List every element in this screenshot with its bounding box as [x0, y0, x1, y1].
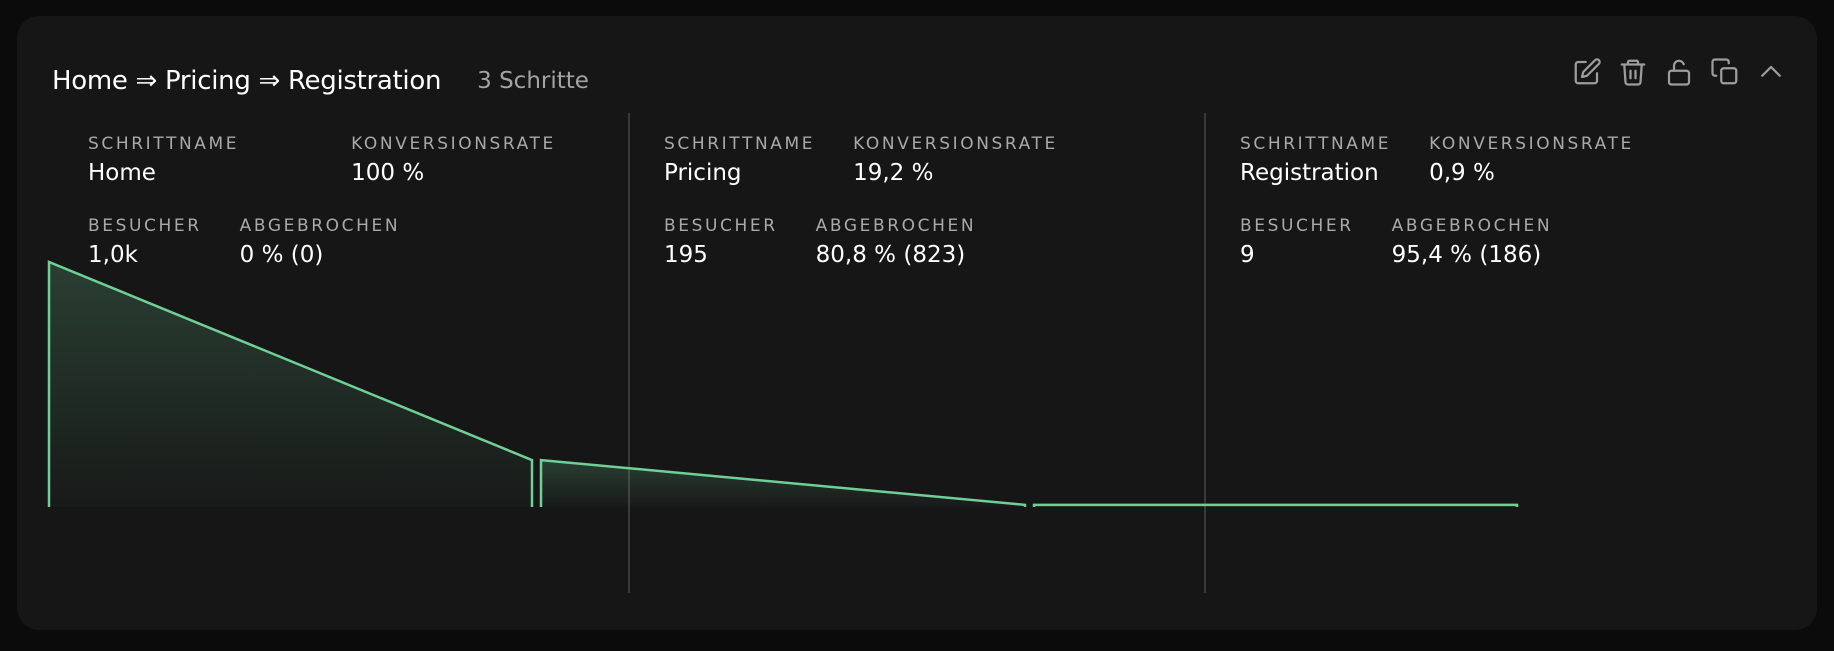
duplicate-button[interactable]: [1709, 56, 1741, 88]
copy-icon: [1711, 58, 1738, 85]
step-divider: [628, 113, 630, 593]
step-name-value: Registration: [1240, 160, 1379, 186]
funnel-step-home: SCHRITTNAME Home KONVERSIONSRATE 100 % B…: [88, 134, 556, 268]
conversion-rate-stat: KONVERSIONSRATE 0,9 %: [1429, 134, 1634, 186]
delete-button[interactable]: [1617, 56, 1649, 88]
dropped-stat: ABGEBROCHEN 0 % (0): [240, 216, 400, 268]
edit-button[interactable]: [1571, 56, 1603, 88]
conversion-rate-value: 0,9 %: [1429, 160, 1495, 186]
visitors-value: 9: [1240, 242, 1255, 268]
conversion-rate-label: KONVERSIONSRATE: [853, 134, 1058, 154]
visitors-stat: BESUCHER 195: [664, 216, 778, 268]
dropped-label: ABGEBROCHEN: [1391, 216, 1553, 236]
funnel-area-2: [1034, 504, 1517, 507]
conversion-rate-label: KONVERSIONSRATE: [351, 134, 556, 154]
visitors-stat: BESUCHER 9: [1240, 216, 1354, 268]
conversion-rate-value: 19,2 %: [853, 160, 934, 186]
collapse-button[interactable]: [1755, 56, 1787, 88]
chevron-up-icon: [1761, 65, 1781, 77]
step-name-label: SCHRITTNAME: [664, 134, 816, 154]
step-name-stat: SCHRITTNAME Registration: [1240, 134, 1391, 186]
conversion-rate-stat: KONVERSIONSRATE 19,2 %: [853, 134, 1058, 186]
funnel-line-2: [1032, 503, 1519, 507]
step-name-stat: SCHRITTNAME Home: [88, 134, 239, 186]
dropped-stat: ABGEBROCHEN 95,4 % (186): [1392, 216, 1552, 268]
funnel-card: Home ⇒ Pricing ⇒ Registration 3 Schritte: [17, 16, 1817, 630]
visitors-label: BESUCHER: [1240, 216, 1354, 236]
dropped-value: 95,4 % (186): [1391, 242, 1542, 268]
dropped-label: ABGEBROCHEN: [815, 216, 977, 236]
conversion-rate-stat: KONVERSIONSRATE 100 %: [351, 134, 556, 186]
funnel-area-0: [49, 262, 532, 507]
trash-icon: [1620, 59, 1646, 86]
unlock-icon: [1667, 59, 1691, 86]
visitors-stat: BESUCHER 1,0k: [88, 216, 202, 268]
funnel-line-1: [539, 458, 1027, 507]
card-actions: [1571, 56, 1787, 88]
funnel-title: Home ⇒ Pricing ⇒ Registration: [52, 66, 442, 96]
step-divider: [1204, 113, 1206, 593]
step-name-label: SCHRITTNAME: [1240, 134, 1392, 154]
step-name-value: Pricing: [664, 160, 742, 186]
funnel-header: Home ⇒ Pricing ⇒ Registration 3 Schritte: [52, 48, 589, 114]
visitors-value: 195: [664, 242, 708, 268]
funnel-area-1: [541, 460, 1025, 507]
steps-count: 3 Schritte: [477, 68, 589, 94]
visitors-label: BESUCHER: [88, 216, 202, 236]
visitors-value: 1,0k: [88, 242, 138, 268]
funnel-step-pricing: SCHRITTNAME Pricing KONVERSIONSRATE 19,2…: [664, 134, 1058, 268]
step-name-stat: SCHRITTNAME Pricing: [664, 134, 815, 186]
dropped-label: ABGEBROCHEN: [239, 216, 401, 236]
step-name-label: SCHRITTNAME: [88, 134, 240, 154]
funnel-line-0: [47, 260, 534, 507]
funnel-step-registration: SCHRITTNAME Registration KONVERSIONSRATE…: [1240, 134, 1634, 268]
edit-icon: [1574, 58, 1601, 85]
conversion-rate-label: KONVERSIONSRATE: [1429, 134, 1634, 154]
dropped-value: 80,8 % (823): [815, 242, 966, 268]
dropped-stat: ABGEBROCHEN 80,8 % (823): [816, 216, 976, 268]
unlock-button[interactable]: [1663, 56, 1695, 88]
step-name-value: Home: [88, 160, 156, 186]
dropped-value: 0 % (0): [239, 242, 324, 268]
conversion-rate-value: 100 %: [351, 160, 425, 186]
visitors-label: BESUCHER: [664, 216, 778, 236]
